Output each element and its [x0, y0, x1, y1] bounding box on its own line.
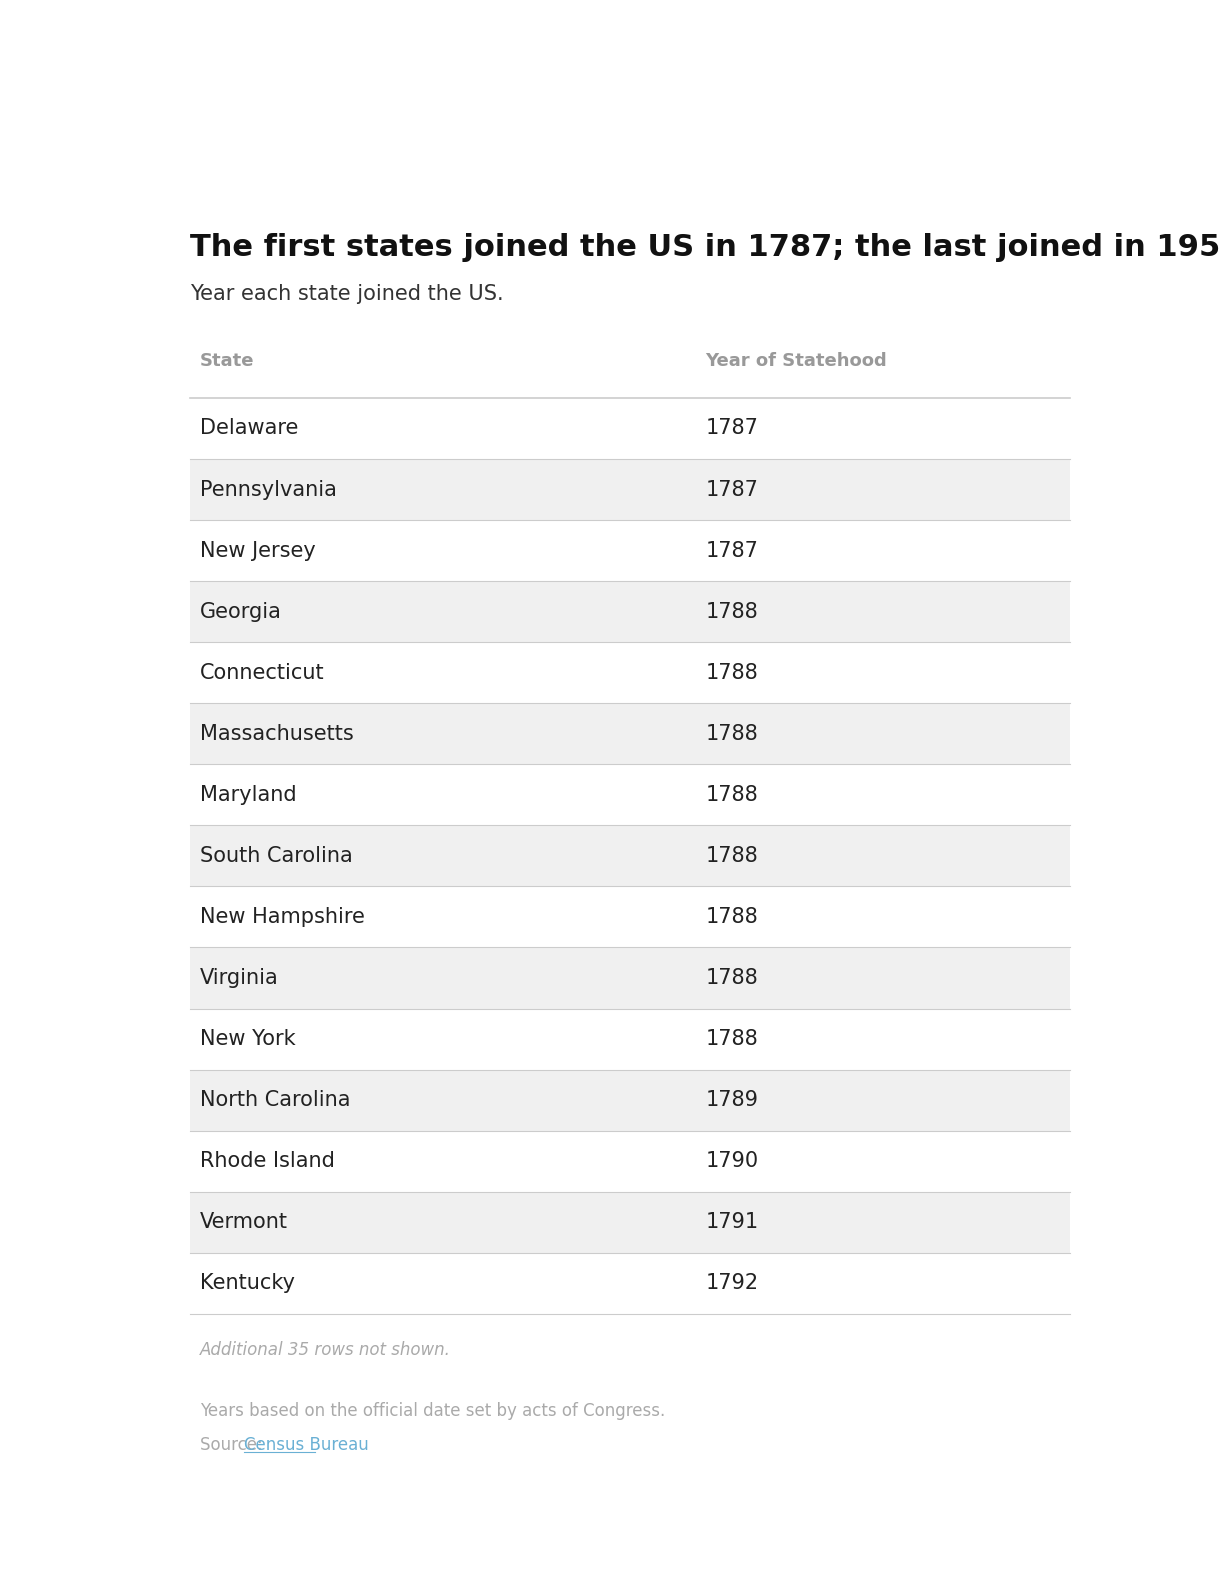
Text: 1788: 1788	[705, 967, 759, 988]
Text: 1788: 1788	[705, 663, 759, 682]
Text: 1788: 1788	[705, 601, 759, 622]
Text: 1788: 1788	[705, 723, 759, 744]
Text: 1788: 1788	[705, 1029, 759, 1048]
Text: 1790: 1790	[705, 1151, 759, 1170]
Bar	[190, 1191, 1070, 1253]
Text: Massachusetts: Massachusetts	[200, 723, 354, 744]
Bar	[190, 1069, 1070, 1131]
Text: State: State	[200, 352, 254, 370]
Text: 1788: 1788	[705, 785, 759, 804]
Bar	[190, 703, 1070, 764]
Bar	[190, 947, 1070, 1009]
Text: Kentucky: Kentucky	[200, 1274, 295, 1293]
Text: Years based on the official date set by acts of Congress.: Years based on the official date set by …	[200, 1402, 665, 1419]
Bar	[190, 458, 1070, 520]
Text: Delaware: Delaware	[200, 419, 298, 438]
Text: 1788: 1788	[705, 845, 759, 866]
Text: Connecticut: Connecticut	[200, 663, 325, 682]
Text: New York: New York	[200, 1029, 295, 1048]
Text: Source:: Source:	[200, 1435, 267, 1454]
Text: Rhode Island: Rhode Island	[200, 1151, 334, 1170]
Text: 1792: 1792	[705, 1274, 759, 1293]
Text: Vermont: Vermont	[200, 1212, 288, 1232]
Text: New Hampshire: New Hampshire	[200, 907, 365, 926]
Text: Maryland: Maryland	[200, 785, 296, 804]
Bar	[190, 825, 1070, 887]
Bar	[190, 580, 1070, 642]
Text: 1787: 1787	[705, 479, 759, 500]
Text: Pennsylvania: Pennsylvania	[200, 479, 337, 500]
Text: 1789: 1789	[705, 1090, 759, 1110]
Text: 1791: 1791	[705, 1212, 759, 1232]
Text: Additional 35 rows not shown.: Additional 35 rows not shown.	[200, 1340, 450, 1359]
Text: Georgia: Georgia	[200, 601, 282, 622]
Text: Year each state joined the US.: Year each state joined the US.	[190, 284, 504, 305]
Text: South Carolina: South Carolina	[200, 845, 353, 866]
Text: Virginia: Virginia	[200, 967, 278, 988]
Text: Census Bureau: Census Bureau	[244, 1435, 368, 1454]
Text: 1787: 1787	[705, 419, 759, 438]
Text: 1787: 1787	[705, 541, 759, 560]
Text: The first states joined the US in 1787; the last joined in 1959.: The first states joined the US in 1787; …	[190, 233, 1220, 262]
Text: Year of Statehood: Year of Statehood	[705, 352, 887, 370]
Text: North Carolina: North Carolina	[200, 1090, 350, 1110]
Text: New Jersey: New Jersey	[200, 541, 316, 560]
Text: 1788: 1788	[705, 907, 759, 926]
